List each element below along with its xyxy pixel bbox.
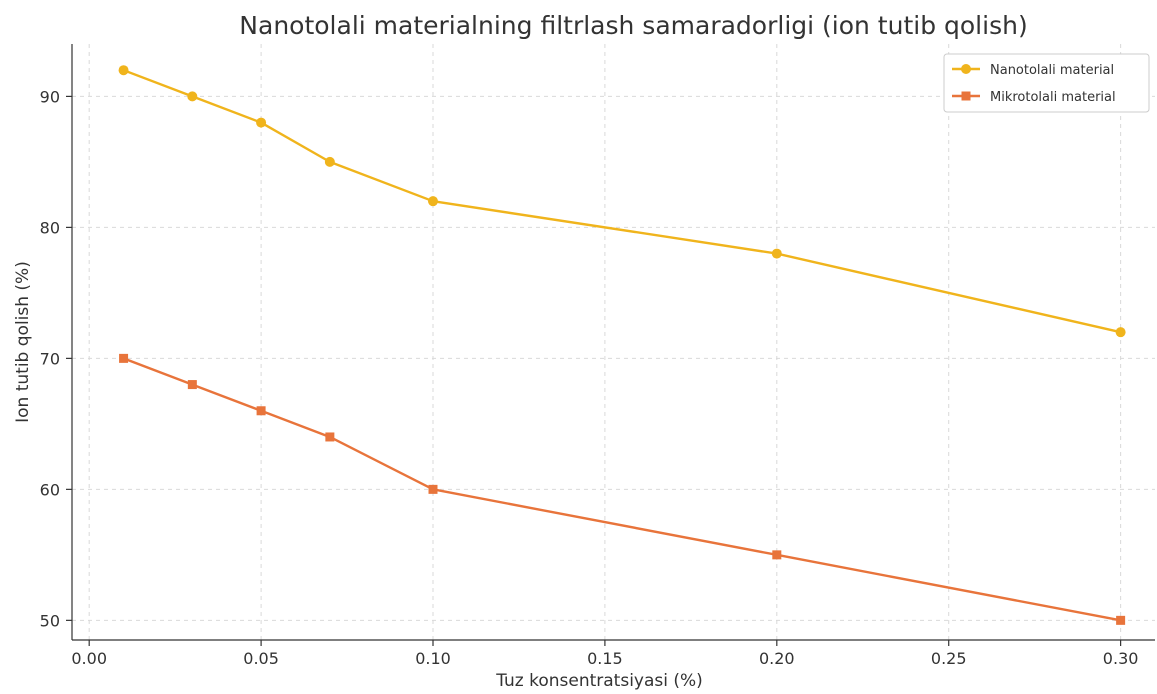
y-axis-label: Ion tutib qolish (%) — [13, 261, 33, 423]
y-ticks: 50 60 70 80 90 — [40, 87, 72, 630]
series-group — [118, 65, 1126, 625]
x-tick-label: 0.20 — [759, 649, 795, 668]
series-nanotolali — [118, 65, 1126, 338]
x-tick-label: 0.05 — [243, 649, 279, 668]
legend-marker-mikrotolali — [961, 91, 971, 101]
legend-label-nanotolali: Nanotolali material — [990, 63, 1114, 78]
x-tick-label: 0.30 — [1103, 649, 1139, 668]
data-point — [187, 380, 197, 390]
y-tick-label: 50 — [40, 611, 60, 630]
y-tick-label: 60 — [40, 480, 60, 499]
data-point — [1115, 327, 1126, 338]
x-ticks: 0.00 0.05 0.10 0.15 0.20 0.25 0.30 — [71, 640, 1138, 668]
chart-title: Nanotolali materialning filtrlash samara… — [239, 11, 1027, 40]
x-tick-label: 0.10 — [415, 649, 451, 668]
y-tick-label: 70 — [40, 349, 60, 368]
legend-item-mikrotolali: Mikrotolali material — [952, 90, 1116, 105]
data-point — [771, 248, 782, 259]
data-point — [1116, 615, 1126, 625]
x-tick-label: 0.25 — [931, 649, 967, 668]
data-point — [428, 196, 438, 207]
legend-item-nanotolali: Nanotolali material — [952, 63, 1114, 78]
legend: Nanotolali material Mikrotolali material — [943, 53, 1150, 113]
x-axis-label: Tuz konsentratsiyasi (%) — [495, 671, 703, 691]
grid — [72, 44, 1155, 640]
y-tick-label: 90 — [40, 87, 60, 106]
series-mikrotolali — [119, 353, 1126, 625]
data-point — [428, 484, 438, 494]
legend-label-mikrotolali: Mikrotolali material — [990, 90, 1116, 105]
legend-box — [943, 53, 1150, 113]
x-tick-label: 0.00 — [71, 649, 107, 668]
data-point — [324, 156, 335, 167]
data-point — [118, 65, 129, 76]
data-point — [256, 117, 267, 128]
legend-marker-nanotolali — [961, 64, 971, 74]
x-tick-label: 0.15 — [587, 649, 623, 668]
data-point — [772, 550, 782, 560]
data-point — [256, 406, 266, 416]
y-tick-label: 80 — [40, 218, 60, 237]
axes — [71, 44, 1155, 641]
data-point — [187, 91, 198, 102]
data-point — [119, 353, 129, 363]
data-point — [325, 432, 335, 442]
